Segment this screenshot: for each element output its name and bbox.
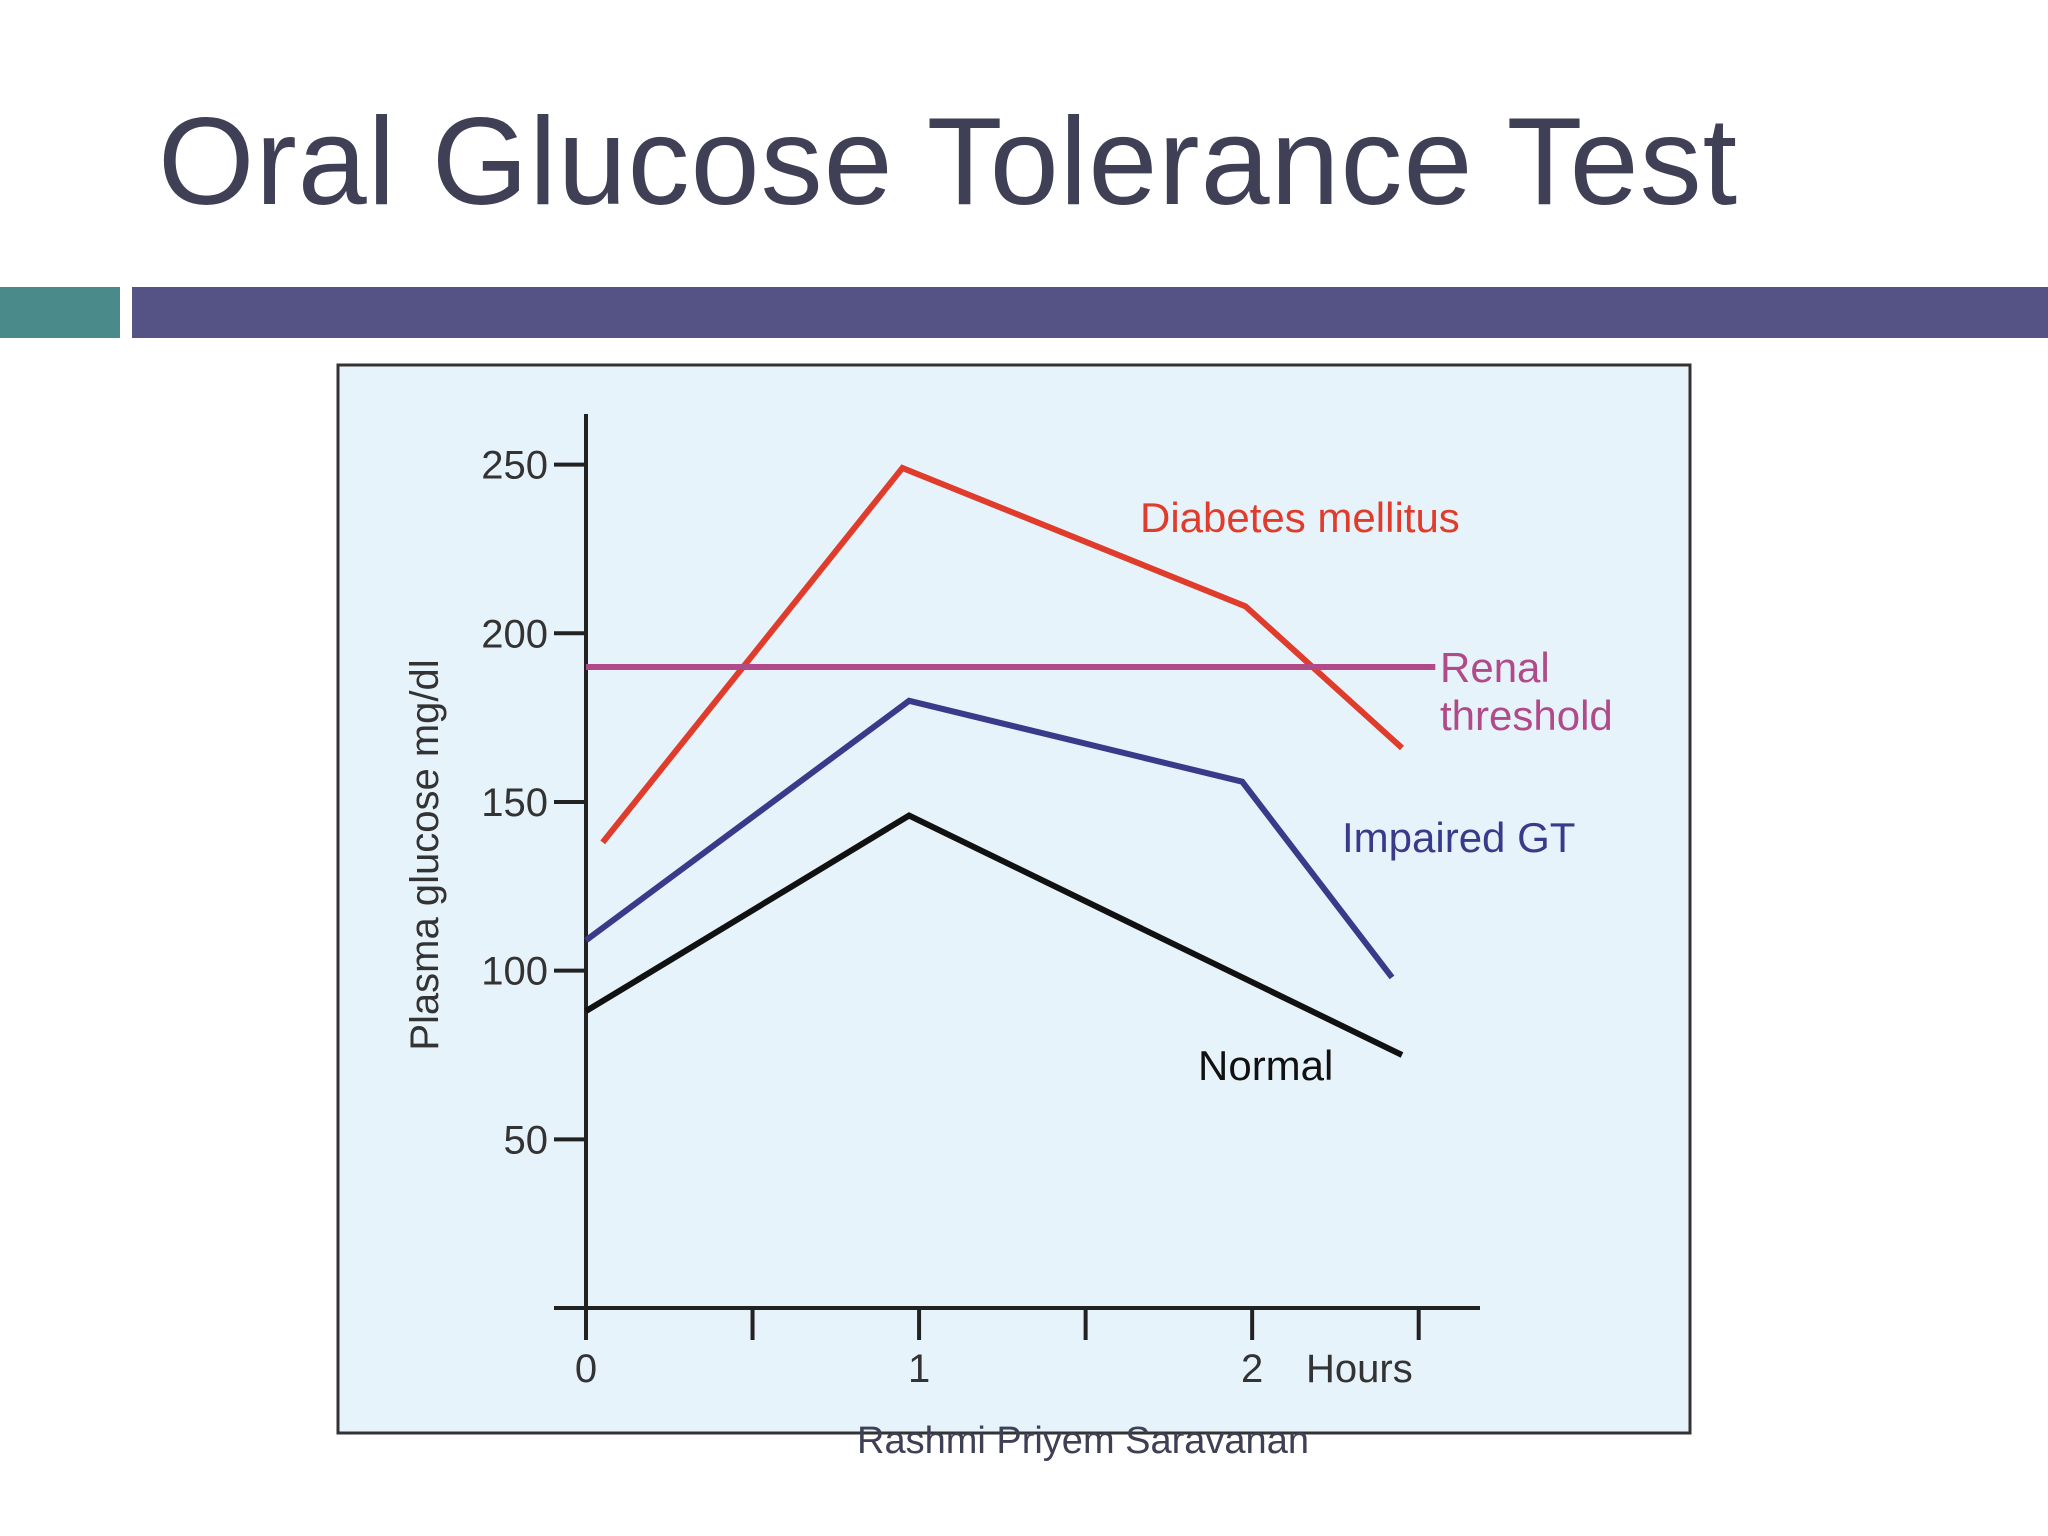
series-label-impaired-gt: Impaired GT	[1342, 814, 1575, 861]
y-tick-label: 200	[481, 612, 548, 656]
series-label-renal-threshold: Renal threshold	[1440, 644, 1613, 739]
series-line-diabetes-mellitus	[600, 464, 1405, 845]
title-accent-bar	[132, 287, 2048, 338]
y-tick-label: 50	[504, 1118, 549, 1162]
series-label-diabetes-mellitus: Diabetes mellitus	[1140, 494, 1460, 541]
y-axis-label: Plasma glucose mg/dl	[403, 659, 447, 1050]
slide-title: Oral Glucose Tolerance Test	[158, 93, 1739, 231]
chart-background	[336, 363, 1692, 1435]
y-tick-label: 150	[481, 781, 548, 825]
footer-author: Rashmi Priyem Saravanan	[857, 1420, 1309, 1462]
x-tick-label: 1	[908, 1347, 930, 1391]
x-axis-label: Hours	[1306, 1347, 1413, 1391]
title-accent-teal	[0, 287, 120, 338]
series-label-normal: Normal	[1198, 1042, 1333, 1089]
series-line-normal	[584, 812, 1404, 1058]
x-tick-label: 2	[1241, 1347, 1263, 1391]
series-line-impaired-gt	[584, 697, 1395, 980]
x-tick-label: 0	[575, 1347, 597, 1391]
y-tick-label: 100	[481, 950, 548, 994]
y-tick-label: 250	[481, 444, 548, 488]
